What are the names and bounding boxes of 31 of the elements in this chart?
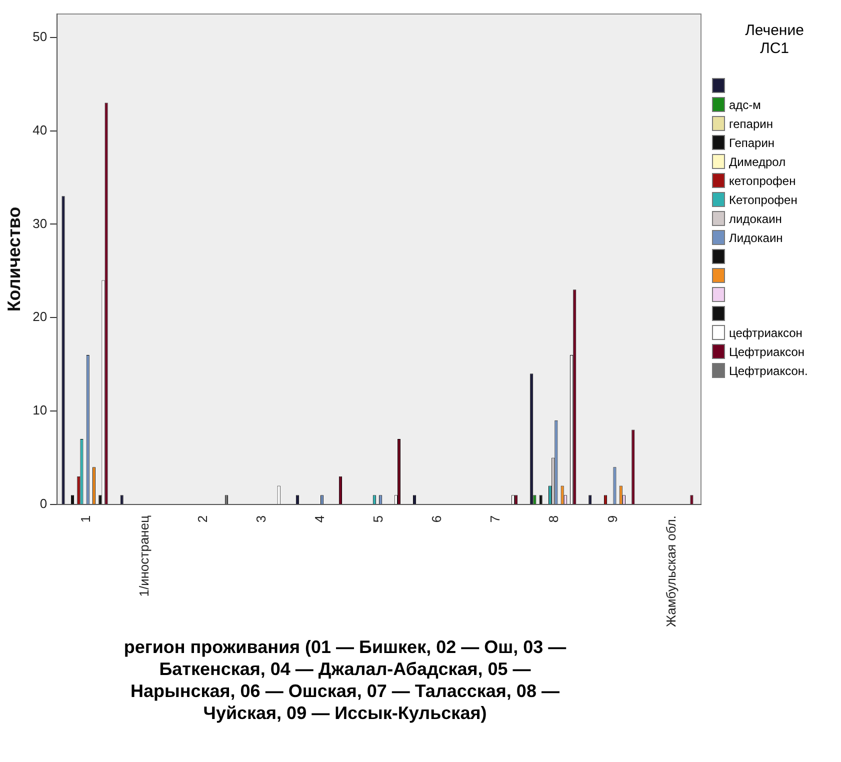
y-tick-label: 20 bbox=[32, 309, 48, 324]
legend-label: гепарин bbox=[729, 116, 773, 130]
legend-label: Цефтриаксон. bbox=[729, 364, 808, 378]
legend-label: цефтриаксон bbox=[729, 326, 802, 340]
legend-label: Кетопрофен bbox=[729, 192, 798, 206]
y-tick-label: 0 bbox=[40, 496, 48, 512]
legend-label: кетопрофен bbox=[729, 174, 796, 188]
x-tick-label: 5 bbox=[370, 515, 386, 523]
legend-label: Цефтриаксон bbox=[729, 344, 805, 358]
x-tick-label: 8 bbox=[546, 515, 562, 523]
y-axis-title: Количество bbox=[4, 206, 24, 312]
x-tick-label: 3 bbox=[254, 515, 269, 523]
x-tick-label: 6 bbox=[429, 515, 444, 523]
y-tick-label: 30 bbox=[32, 216, 48, 231]
x-tick-label: 4 bbox=[312, 515, 328, 523]
y-tick-label: 50 bbox=[32, 28, 48, 44]
legend-label: адс-м bbox=[729, 98, 761, 112]
legend-label: лидокаин bbox=[729, 212, 782, 226]
y-tick-label: 10 bbox=[32, 402, 48, 418]
x-tick-label: 9 bbox=[604, 515, 620, 523]
x-tick-label: 2 bbox=[194, 515, 210, 523]
legend-title: Лечение ЛС1 bbox=[744, 22, 805, 58]
legend-label: Лидокаин bbox=[729, 230, 783, 244]
x-tick-label: 7 bbox=[488, 515, 503, 523]
legend-label: Гепарин bbox=[729, 136, 775, 150]
x-tick-label: Жамбульская обл. bbox=[663, 515, 678, 628]
x-tick-label: 1 bbox=[78, 515, 93, 523]
x-axis-title: регион проживания (01 — Бишкек, 02 — Ош, 03 — Баткенская, 04 — Джалал-Абадская, 05 — Нарынская, 06 — Ошская, 07 — Таласская, 08 — Чуйская, 09 — Иссык-Кульская) bbox=[122, 636, 568, 724]
legend-label: Димедрол bbox=[729, 154, 786, 168]
x-tick-label: 1/иностранец bbox=[136, 514, 152, 597]
y-tick-label: 40 bbox=[32, 122, 48, 138]
